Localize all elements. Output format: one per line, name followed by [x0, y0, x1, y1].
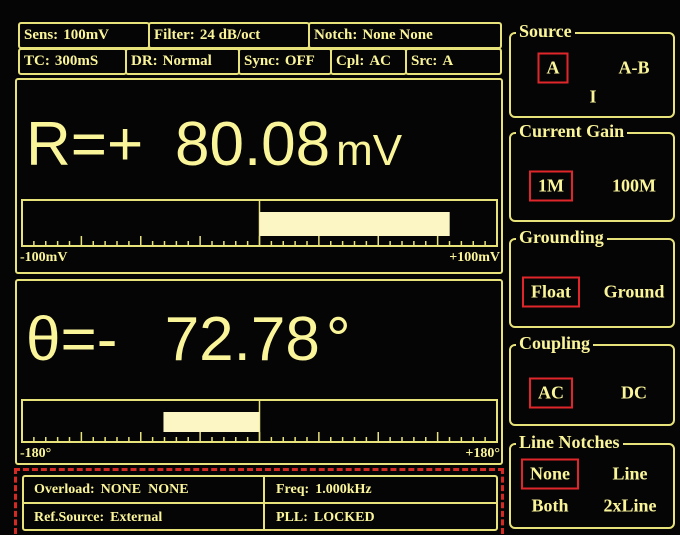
status-label: Freq:: [276, 482, 310, 497]
status-cell: TC: 300mS: [18, 48, 127, 75]
readout-name: θ=: [26, 305, 97, 374]
status-label: Notch:: [314, 27, 358, 43]
status-value: 1.000kHz: [315, 482, 372, 497]
readout-value: 80.08: [174, 110, 331, 179]
option-button[interactable]: A-B: [618, 57, 650, 78]
status-item: Freq: 1.000kHz: [272, 477, 372, 503]
status-value: 100mV: [63, 27, 110, 43]
status-cell: Sens: 100mV: [18, 22, 150, 49]
scale-min-label: -100mV: [20, 250, 68, 265]
option-button[interactable]: Ground: [603, 281, 665, 302]
scale-min-label: -180°: [20, 446, 52, 461]
panel-frame: [509, 32, 675, 118]
status-value: NONE NONE: [100, 482, 189, 497]
status-label: PLL:: [276, 510, 308, 525]
option-button[interactable]: I: [589, 86, 597, 107]
status-label: Sync:: [244, 53, 280, 69]
status-value: LOCKED: [313, 510, 375, 525]
panel-title: Line Notches: [516, 432, 623, 453]
status-label: Ref.Source:: [34, 510, 105, 525]
readout-bar: [163, 412, 260, 432]
status-cell: DR: Normal: [125, 48, 240, 75]
status-value: External: [110, 510, 163, 525]
status-cell: Notch: None None: [308, 22, 502, 49]
readout-unit: °: [325, 305, 351, 374]
panel-title: Grounding: [516, 227, 607, 248]
status-value: A: [442, 53, 454, 69]
status-cell: Filter: 24 dB/oct: [148, 22, 310, 49]
status-bottom-frame: [22, 475, 498, 531]
status-value: 24 dB/oct: [199, 27, 261, 43]
status-label: Sens:: [24, 27, 59, 43]
scale-max-label: +180°: [465, 446, 500, 461]
option-button[interactable]: 100M: [612, 175, 656, 196]
scale-max-label: +100mV: [449, 250, 500, 265]
status-value: OFF: [284, 53, 315, 69]
panel-title: Coupling: [516, 333, 594, 354]
status-label: Overload:: [34, 482, 95, 497]
option-button[interactable]: Both: [531, 495, 569, 516]
status-item: Overload: NONE NONE: [30, 477, 189, 503]
status-label: Src:: [411, 53, 438, 69]
readout-unit: mV: [336, 126, 403, 175]
option-button[interactable]: Line: [612, 463, 648, 484]
option-button[interactable]: Float: [522, 276, 580, 308]
status-cell: Src: A: [405, 48, 502, 75]
status-label: DR:: [131, 53, 158, 69]
readout-bar: [259, 212, 450, 236]
status-cell: Cpl: AC: [330, 48, 407, 75]
readout-text: R= +80.08 mV: [26, 105, 402, 191]
readout-sign: -: [96, 305, 118, 374]
readout-text: θ= -72.78 °: [26, 300, 351, 380]
option-button[interactable]: AC: [529, 377, 573, 409]
status-label: Cpl:: [336, 53, 365, 69]
readout-name: R=: [26, 110, 107, 179]
status-value: AC: [369, 53, 392, 69]
status-value: Normal: [162, 53, 212, 69]
readout-sign: +: [106, 110, 144, 179]
status-value: None None: [362, 27, 433, 43]
status-item: Ref.Source: External: [30, 505, 162, 531]
panel-title: Current Gain: [516, 121, 628, 142]
option-button[interactable]: 2xLine: [603, 495, 657, 516]
status-value: 300mS: [54, 53, 99, 69]
panel-title: Source: [516, 21, 575, 42]
status-label: Filter:: [154, 27, 195, 43]
option-button[interactable]: A: [537, 52, 569, 84]
readout-value: 72.78: [164, 305, 320, 374]
status-item: PLL: LOCKED: [272, 505, 375, 531]
option-button[interactable]: 1M: [529, 170, 573, 202]
readout-panel: [15, 78, 503, 274]
readout-panel: [15, 279, 503, 465]
option-button[interactable]: None: [521, 458, 579, 490]
option-button[interactable]: DC: [621, 382, 647, 403]
status-highlight: [14, 468, 504, 534]
status-label: TC:: [24, 53, 50, 69]
status-cell: Sync: OFF: [238, 48, 332, 75]
